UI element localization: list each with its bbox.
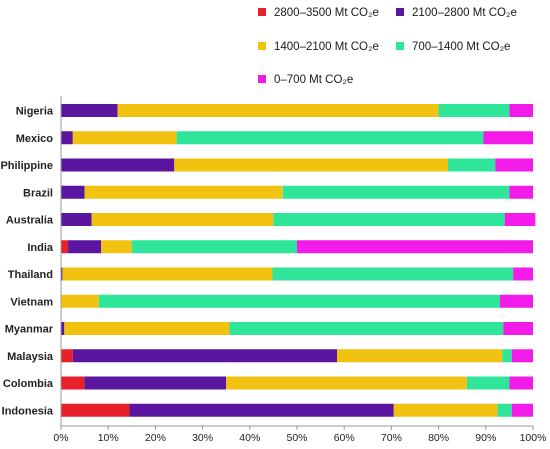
bar-segment-myanmar-3 xyxy=(229,322,504,335)
bar-segment-indonesia-1 xyxy=(129,403,394,417)
bar-segment-thailand-2 xyxy=(62,267,273,281)
x-tick-label: 100% xyxy=(520,432,547,444)
category-label-malaysia: Malaysia xyxy=(7,351,54,363)
x-tick-label: 40% xyxy=(239,432,260,444)
bar-segment-australia-3 xyxy=(273,213,505,226)
bar-segment-myanmar-1 xyxy=(61,322,65,335)
legend: 2800–3500 Mt CO₂e 2100–2800 Mt CO₂e 1400–2… xyxy=(258,7,517,86)
x-tick-label: 60% xyxy=(334,432,355,444)
category-label-brazil: Brazil xyxy=(23,187,53,199)
bar-segment-india-1 xyxy=(68,240,102,254)
bar-segment-philippine-4 xyxy=(495,158,533,172)
legend-swatch-1400-2100 xyxy=(258,42,266,50)
bars xyxy=(61,104,536,417)
bar-segment-colombia-2 xyxy=(226,376,467,390)
x-tick-label: 30% xyxy=(192,432,213,444)
bar-segment-brazil-4 xyxy=(509,185,533,199)
x-tick-label: 80% xyxy=(428,432,449,444)
bar-segment-thailand-3 xyxy=(272,267,514,281)
x-tick-label: 90% xyxy=(475,432,496,444)
bar-segment-malaysia-0 xyxy=(61,349,73,363)
bar-segment-brazil-3 xyxy=(282,185,510,199)
bar-segment-vietnam-2 xyxy=(61,294,99,308)
bar-segment-mexico-1 xyxy=(61,131,73,145)
bar-segment-india-0 xyxy=(61,240,69,254)
category-label-nigeria: Nigeria xyxy=(16,106,54,118)
bar-segment-indonesia-4 xyxy=(511,403,533,417)
x-tick-label: 20% xyxy=(145,432,166,444)
x-tick-label: 10% xyxy=(98,432,119,444)
bar-segment-malaysia-3 xyxy=(502,349,512,363)
category-label-india: India xyxy=(27,242,54,254)
bar-segment-malaysia-1 xyxy=(72,349,338,363)
bar-segment-india-4 xyxy=(297,240,533,254)
bar-segment-indonesia-3 xyxy=(497,403,512,417)
bar-segment-mexico-4 xyxy=(483,131,533,145)
legend-label-2100-2800: 2100–2800 Mt CO₂e xyxy=(412,7,517,19)
bar-segment-colombia-3 xyxy=(466,376,510,390)
category-label-indonesia: Indonesia xyxy=(2,405,54,417)
bar-segment-colombia-0 xyxy=(61,376,85,390)
bar-segment-mexico-2 xyxy=(72,131,177,145)
bar-segment-philippine-1 xyxy=(61,158,175,172)
x-tick-label: 0% xyxy=(53,432,68,444)
bar-segment-india-3 xyxy=(131,240,297,254)
category-label-thailand: Thailand xyxy=(8,269,53,281)
legend-label-2800-3500: 2800–3500 Mt CO₂e xyxy=(274,7,379,19)
bar-segment-malaysia-2 xyxy=(337,349,503,363)
bar-segment-vietnam-3 xyxy=(98,294,500,308)
category-label-vietnam: Vietnam xyxy=(10,296,53,308)
legend-swatch-2100-2800 xyxy=(396,8,404,16)
bar-segment-indonesia-2 xyxy=(393,403,498,417)
bar-segment-nigeria-2 xyxy=(117,104,439,117)
legend-swatch-700-1400 xyxy=(396,42,404,50)
bar-segment-vietnam-4 xyxy=(499,294,533,308)
category-labels: Nigeria Mexico Philippine Brazil Australia In… xyxy=(0,106,53,418)
legend-swatch-2800-3500 xyxy=(258,8,266,16)
x-tick-label: 50% xyxy=(286,432,307,444)
bar-segment-myanmar-4 xyxy=(503,322,533,335)
bar-segment-nigeria-4 xyxy=(509,104,533,117)
bar-segment-australia-4 xyxy=(504,213,536,226)
bar-segment-nigeria-1 xyxy=(61,104,118,117)
x-axis-ticks: 0% 10% 20% 30% 40% 50% 60% 70% 80% 90% 100% xyxy=(53,426,546,444)
bar-segment-malaysia-4 xyxy=(511,349,533,363)
category-label-myanmar: Myanmar xyxy=(5,324,54,336)
legend-label-0-700: 0–700 Mt CO₂e xyxy=(274,74,353,86)
bar-segment-myanmar-2 xyxy=(64,322,230,335)
bar-segment-thailand-1 xyxy=(61,267,63,281)
x-tick-label: 70% xyxy=(381,432,402,444)
bar-segment-brazil-2 xyxy=(84,185,283,199)
category-label-mexico: Mexico xyxy=(16,133,54,145)
bar-segment-australia-2 xyxy=(91,213,274,226)
bar-segment-mexico-3 xyxy=(176,131,484,145)
bar-segment-indonesia-0 xyxy=(61,403,130,417)
bar-segment-australia-1 xyxy=(61,213,92,226)
bar-segment-colombia-1 xyxy=(84,376,227,390)
bar-segment-brazil-1 xyxy=(61,185,85,199)
category-label-philippine: Philippine xyxy=(0,160,53,172)
legend-label-1400-2100: 1400–2100 Mt CO₂e xyxy=(274,41,379,53)
bar-segment-colombia-4 xyxy=(509,376,533,390)
bar-segment-nigeria-3 xyxy=(438,104,510,117)
bar-segment-philippine-2 xyxy=(174,158,449,172)
legend-swatch-0-700 xyxy=(258,75,266,83)
category-label-colombia: Colombia xyxy=(3,378,54,390)
bar-segment-thailand-4 xyxy=(513,267,533,281)
bar-segment-india-2 xyxy=(101,240,132,254)
category-label-australia: Australia xyxy=(6,215,54,227)
legend-label-700-1400: 700–1400 Mt CO₂e xyxy=(412,41,510,53)
bar-segment-philippine-3 xyxy=(448,158,496,172)
